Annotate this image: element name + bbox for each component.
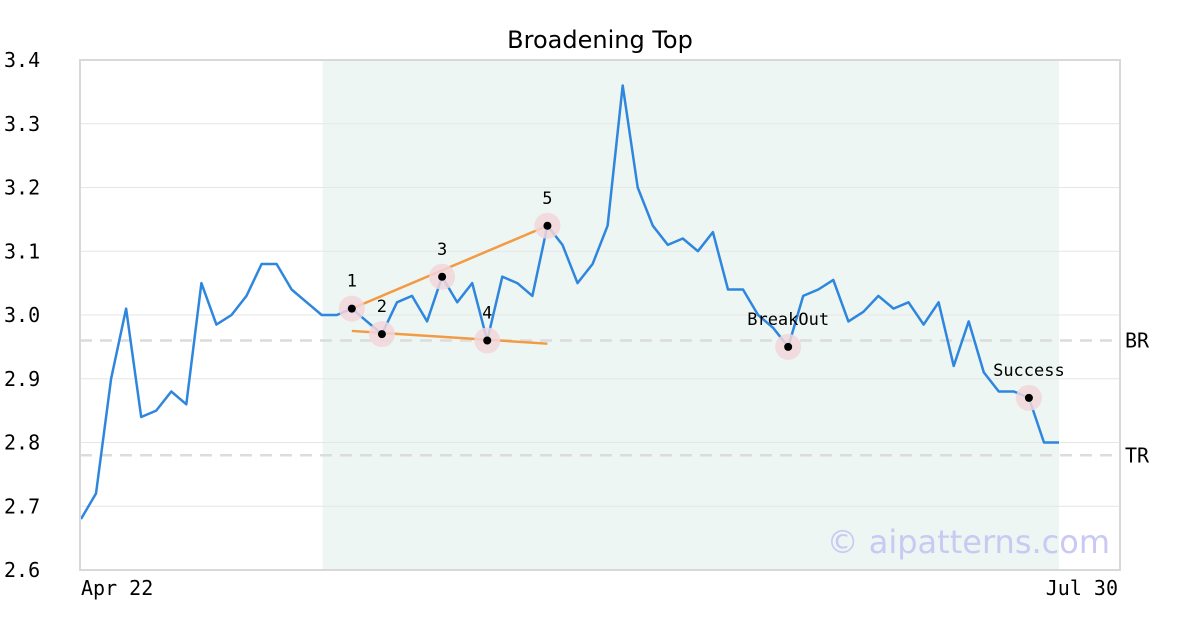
pattern-point-dot [347,304,356,313]
y-tick-label: 3.3 [4,112,40,136]
pattern-point-dot [377,330,386,339]
reference-label-br: BR [1125,329,1150,353]
pattern-point: 3 [429,240,456,290]
pattern-point: 5 [534,189,561,239]
pattern-point: 1 [338,272,365,322]
pattern-point-dot [543,221,552,230]
reference-label-tr: TR [1125,443,1150,467]
pattern-point: Success [993,361,1065,411]
pattern-point: 2 [368,297,395,348]
pattern-point-dot [784,342,793,351]
x-tick-label: Apr 22 [81,576,153,600]
x-axis: Apr 22 Jul 30 [81,576,1118,600]
y-tick-label: 3.2 [4,176,40,200]
x-tick-label: Jul 30 [1046,576,1118,600]
y-tick-label: 2.9 [4,367,40,391]
chart-title: Broadening Top [507,26,693,54]
y-tick-label: 3.0 [4,303,40,327]
watermark: © aipatterns.com [827,523,1110,561]
y-tick-label: 3.4 [4,48,40,72]
pattern-point-label: 2 [377,297,387,317]
pattern-point-label: 1 [347,272,357,292]
pattern-point-label: 5 [542,189,552,209]
pattern-point-dot [1024,393,1033,402]
pattern-point-label: 4 [482,304,492,324]
y-axis: 2.6 2.7 2.8 2.9 3.0 3.1 3.2 3.3 3.4 [4,48,40,582]
pattern-point-dot [483,336,492,345]
plot-frame [79,59,1121,571]
pattern-point-label: 3 [437,240,447,260]
pattern-point-dot [438,272,447,281]
pattern-point: 4 [474,304,501,354]
pattern-point-label: BreakOut [747,310,829,330]
y-tick-label: 2.7 [4,494,40,518]
pattern-point: BreakOut [747,310,829,360]
y-tick-label: 2.6 [4,558,40,582]
y-tick-label: 3.1 [4,239,40,263]
pattern-points: 12 3 4 5 BreakOut Success [338,189,1065,411]
y-tick-label: 2.8 [4,431,40,455]
series-line [79,84,1059,520]
pattern-point-label: Success [993,361,1065,381]
